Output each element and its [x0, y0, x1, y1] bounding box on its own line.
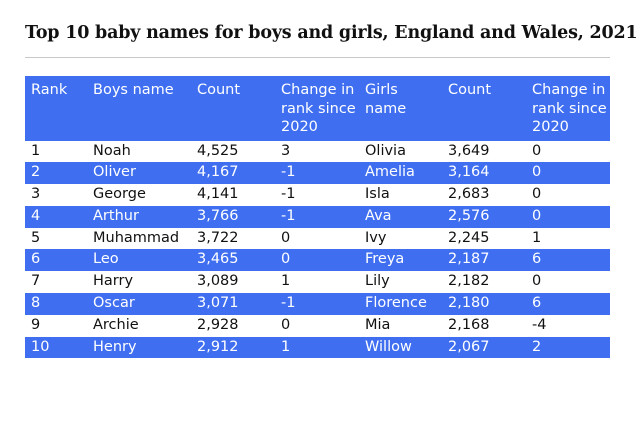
cell-girls-name: Mia — [365, 316, 391, 333]
cell-rank: 5 — [31, 229, 41, 246]
cell-boys-name: Henry — [93, 338, 137, 355]
cell-girls-count: 3,164 — [448, 164, 490, 181]
cell-girls-change: 0 — [532, 186, 542, 203]
cell-girls-count: 2,180 — [448, 295, 490, 312]
cell-boys-count: 3,089 — [197, 273, 239, 290]
cell-boys-count: 4,167 — [197, 164, 239, 181]
cell-girls-change: 0 — [532, 142, 542, 159]
cell-girls-change: 0 — [532, 207, 542, 224]
cell-boys-change: -1 — [281, 295, 296, 312]
cell-rank: 10 — [31, 338, 50, 355]
header-girls-change: Change in rank since 2020 — [532, 82, 607, 135]
cell-boys-name: George — [93, 186, 146, 203]
cell-boys-name: Muhammad — [93, 229, 180, 246]
header-rank: Rank — [31, 82, 68, 98]
header-boys-count: Count — [197, 82, 241, 98]
cell-girls-count: 3,649 — [448, 142, 490, 159]
table-row: 5 Muhammad 3,722 0 Ivy 2,245 1 — [25, 227, 610, 250]
cell-girls-name: Ivy — [365, 229, 387, 246]
table-row: 3 George 4,141 -1 Isla 2,683 0 — [25, 184, 610, 206]
cell-rank: 8 — [31, 295, 41, 312]
cell-boys-change: 0 — [281, 229, 291, 246]
table-row: 9 Archie 2,928 0 Mia 2,168 -4 — [25, 314, 610, 337]
cell-girls-name: Willow — [365, 338, 412, 355]
cell-boys-count: 3,465 — [197, 251, 239, 268]
cell-girls-change: 0 — [532, 273, 542, 290]
cell-boys-change: -1 — [281, 186, 296, 203]
cell-girls-change: 1 — [532, 229, 542, 246]
cell-girls-count: 2,168 — [448, 316, 490, 333]
cell-boys-name: Oliver — [93, 164, 136, 181]
cell-girls-count: 2,187 — [448, 251, 490, 268]
table-row: 7 Harry 3,089 1 Lily 2,182 0 — [25, 271, 610, 294]
cell-boys-change: 0 — [281, 251, 291, 268]
cell-girls-name: Freya — [365, 251, 405, 268]
table-row: 2 Oliver 4,167 -1 Amelia 3,164 0 — [25, 162, 610, 185]
cell-boys-name: Harry — [93, 273, 134, 290]
header-girls-count: Count — [448, 82, 492, 98]
cell-boys-change: 3 — [281, 142, 291, 159]
cell-girls-name: Lily — [365, 273, 390, 290]
cell-girls-name: Ava — [365, 207, 392, 224]
cell-girls-count: 2,683 — [448, 186, 490, 203]
cell-boys-count: 2,912 — [197, 338, 239, 355]
table-row: 6 Leo 3,465 0 Freya 2,187 6 — [25, 249, 610, 272]
cell-girls-change: 6 — [532, 251, 542, 268]
table-row: 10 Henry 2,912 1 Willow 2,067 2 — [25, 336, 610, 359]
cell-boys-count: 3,722 — [197, 229, 239, 246]
page-title: Top 10 baby names for boys and girls, En… — [25, 23, 638, 43]
cell-boys-change: 1 — [281, 338, 291, 355]
cell-boys-change: 0 — [281, 316, 291, 333]
cell-rank: 7 — [31, 273, 41, 290]
cell-rank: 3 — [31, 186, 41, 203]
cell-boys-change: 1 — [281, 273, 291, 290]
table-row: 1 Noah 4,525 3 Olivia 3,649 0 — [25, 140, 610, 163]
cell-girls-name: Olivia — [365, 142, 406, 159]
cell-boys-change: -1 — [281, 164, 296, 181]
cell-boys-count: 3,766 — [197, 207, 239, 224]
cell-rank: 2 — [31, 164, 41, 181]
table-header-row: Rank Boys name Count Change in rank sinc… — [25, 76, 610, 141]
cell-girls-count: 2,067 — [448, 338, 490, 355]
cell-boys-count: 2,928 — [197, 316, 239, 333]
table-row: 8 Oscar 3,071 -1 Florence 2,180 6 — [25, 293, 610, 315]
cell-boys-name: Archie — [93, 316, 139, 333]
header-girls-name: Girls name — [365, 82, 407, 117]
header-boys-name: Boys name — [93, 82, 174, 98]
cell-girls-count: 2,245 — [448, 229, 490, 246]
cell-boys-count: 4,141 — [197, 186, 239, 203]
cell-rank: 1 — [31, 142, 41, 159]
cell-girls-count: 2,576 — [448, 207, 490, 224]
cell-boys-name: Oscar — [93, 295, 135, 312]
cell-boys-name: Leo — [93, 251, 119, 268]
cell-girls-name: Florence — [365, 295, 427, 312]
cell-boys-count: 4,525 — [197, 142, 239, 159]
cell-girls-name: Isla — [365, 186, 390, 203]
cell-boys-count: 3,071 — [197, 295, 239, 312]
table-row: 4 Arthur 3,766 -1 Ava 2,576 0 — [25, 205, 610, 228]
cell-girls-change: 2 — [532, 338, 542, 355]
cell-rank: 4 — [31, 207, 41, 224]
cell-girls-change: -4 — [532, 316, 547, 333]
cell-girls-count: 2,182 — [448, 273, 490, 290]
cell-rank: 9 — [31, 316, 41, 333]
cell-boys-name: Noah — [93, 142, 131, 159]
cell-girls-change: 0 — [532, 164, 542, 181]
header-boys-change: Change in rank since 2020 — [281, 82, 356, 135]
cell-boys-change: -1 — [281, 207, 296, 224]
baby-names-table: Rank Boys name Count Change in rank sinc… — [25, 76, 610, 359]
cell-boys-name: Arthur — [93, 207, 139, 224]
title-divider — [25, 57, 610, 58]
cell-girls-name: Amelia — [365, 164, 415, 181]
cell-girls-change: 6 — [532, 295, 542, 312]
cell-rank: 6 — [31, 251, 41, 268]
